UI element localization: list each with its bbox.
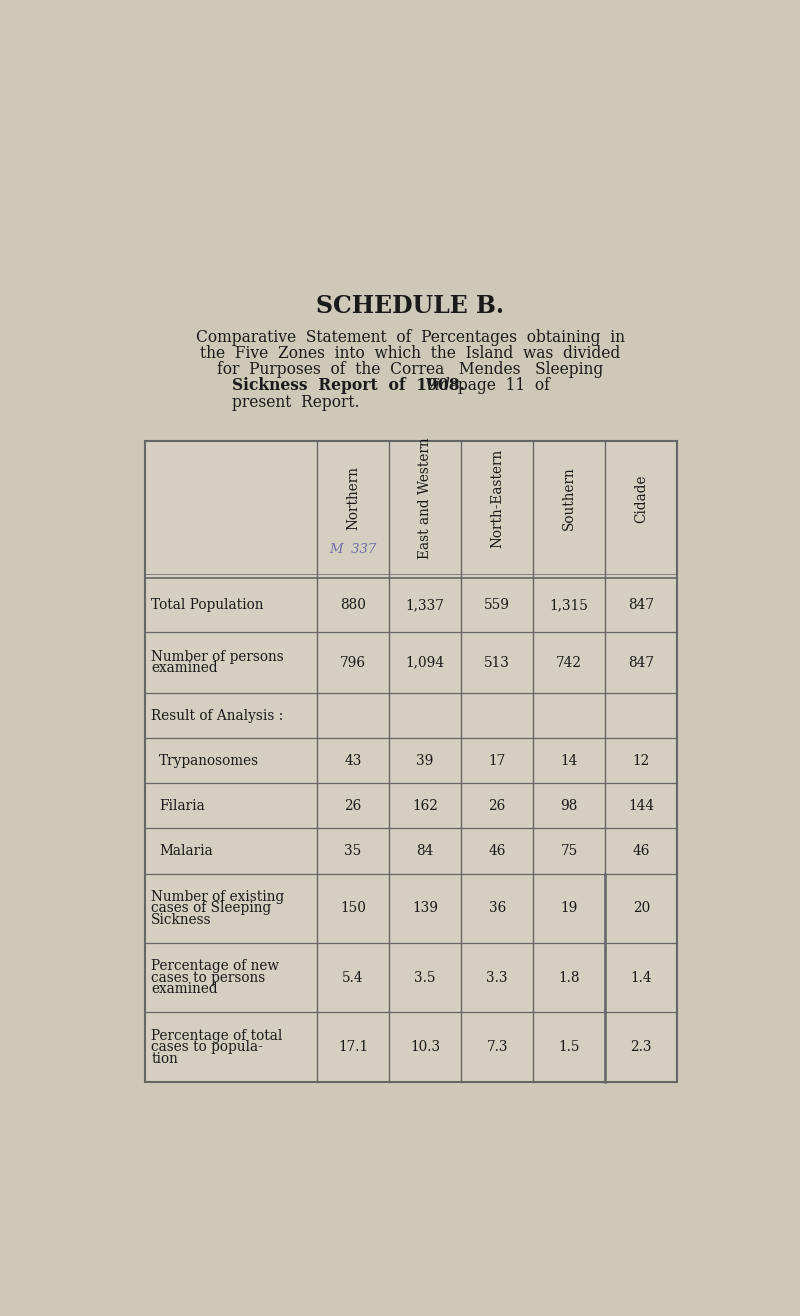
Text: 3.3: 3.3: [486, 971, 508, 984]
Text: 20: 20: [633, 901, 650, 915]
Text: 144: 144: [628, 799, 654, 813]
Text: 1.5: 1.5: [558, 1040, 580, 1054]
Text: Southern: Southern: [562, 466, 576, 530]
Text: Result of Analysis :: Result of Analysis :: [151, 708, 283, 722]
Text: 1.4: 1.4: [630, 971, 652, 984]
Text: 36: 36: [489, 901, 506, 915]
Text: 2.3: 2.3: [630, 1040, 652, 1054]
Text: 847: 847: [628, 655, 654, 670]
Text: 26: 26: [489, 799, 506, 813]
Text: 5.4: 5.4: [342, 971, 364, 984]
Text: cases to persons: cases to persons: [151, 971, 266, 984]
Text: 39: 39: [417, 754, 434, 767]
Text: 3.5: 3.5: [414, 971, 436, 984]
Text: Number of persons: Number of persons: [151, 650, 284, 663]
Text: 880: 880: [340, 599, 366, 612]
Text: Percentage of new: Percentage of new: [151, 959, 279, 973]
Text: 513: 513: [484, 655, 510, 670]
Text: 26: 26: [345, 799, 362, 813]
Text: 1.8: 1.8: [558, 971, 580, 984]
Text: Number of existing: Number of existing: [151, 890, 285, 904]
Text: Vide: Vide: [424, 378, 459, 395]
Text: 7.3: 7.3: [486, 1040, 508, 1054]
Bar: [145, 441, 678, 1082]
Text: 1,337: 1,337: [406, 599, 445, 612]
Text: Percentage of total: Percentage of total: [151, 1029, 282, 1042]
Text: Comparative  Statement  of  Percentages  obtaining  in: Comparative Statement of Percentages obt…: [195, 329, 625, 346]
Text: 12: 12: [633, 754, 650, 767]
Text: 150: 150: [340, 901, 366, 915]
Text: Sickness  Report  of  1908.: Sickness Report of 1908.: [232, 378, 465, 395]
Text: present  Report.: present Report.: [232, 393, 359, 411]
Text: for  Purposes  of  the  Correa   Mendes   Sleeping: for Purposes of the Correa Mendes Sleepi…: [217, 361, 603, 378]
Text: page  11  of: page 11 of: [453, 378, 550, 395]
Text: 1,094: 1,094: [406, 655, 445, 670]
Text: 46: 46: [633, 844, 650, 858]
Text: tion: tion: [151, 1051, 178, 1066]
Text: 162: 162: [412, 799, 438, 813]
Text: North-Eastern: North-Eastern: [490, 449, 504, 547]
Text: 742: 742: [556, 655, 582, 670]
Text: 98: 98: [561, 799, 578, 813]
Text: the  Five  Zones  into  which  the  Island  was  divided: the Five Zones into which the Island was…: [200, 345, 620, 362]
Text: East and Western: East and Western: [418, 437, 432, 559]
Text: 17: 17: [489, 754, 506, 767]
Text: SCHEDULE B.: SCHEDULE B.: [316, 293, 504, 317]
Text: cases to popula-: cases to popula-: [151, 1040, 263, 1054]
Text: Sickness: Sickness: [151, 913, 212, 926]
Text: 14: 14: [561, 754, 578, 767]
Text: 10.3: 10.3: [410, 1040, 440, 1054]
Text: 43: 43: [344, 754, 362, 767]
Text: Malaria: Malaria: [159, 844, 213, 858]
Text: cases of Sleeping: cases of Sleeping: [151, 901, 271, 915]
Text: Cidade: Cidade: [634, 474, 648, 522]
Text: 139: 139: [412, 901, 438, 915]
Text: 84: 84: [417, 844, 434, 858]
Text: examined: examined: [151, 662, 218, 675]
Text: Filaria: Filaria: [159, 799, 205, 813]
Text: 847: 847: [628, 599, 654, 612]
Text: 17.1: 17.1: [338, 1040, 368, 1054]
Text: 75: 75: [561, 844, 578, 858]
Text: 19: 19: [561, 901, 578, 915]
Text: 796: 796: [340, 655, 366, 670]
Text: Total Population: Total Population: [151, 599, 264, 612]
Text: M  337: M 337: [330, 542, 377, 555]
Text: examined: examined: [151, 982, 218, 996]
Text: 1,315: 1,315: [550, 599, 589, 612]
Text: 35: 35: [345, 844, 362, 858]
Text: 46: 46: [489, 844, 506, 858]
Text: Trypanosomes: Trypanosomes: [159, 754, 259, 767]
Text: 559: 559: [484, 599, 510, 612]
Text: Northern: Northern: [346, 466, 360, 530]
